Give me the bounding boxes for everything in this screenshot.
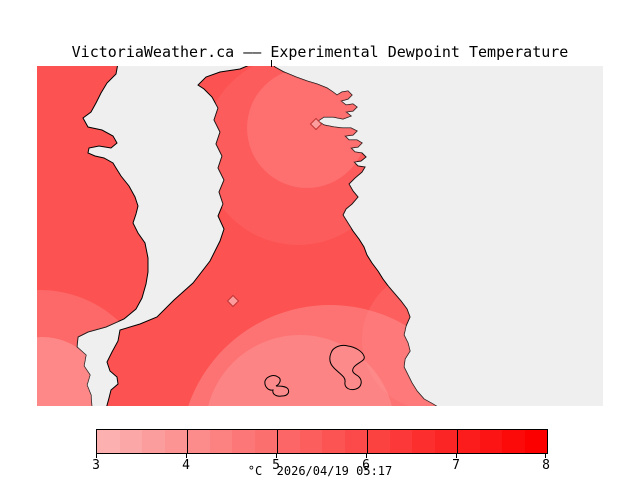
- colorbar-tick-line: [367, 430, 368, 453]
- coastline-edge-tick: [271, 60, 272, 67]
- colorbar-segment: [299, 430, 322, 453]
- colorbar-segment: [164, 430, 187, 453]
- lake-elk-beaver: [329, 344, 365, 391]
- station-marker-north: [309, 117, 323, 131]
- colorbar-segment: [187, 430, 210, 453]
- colorbar-segment: [254, 430, 277, 453]
- colorbar-tick-stub: [276, 454, 277, 458]
- colorbar-segment: [209, 430, 232, 453]
- colorbar-segment: [367, 430, 390, 453]
- colorbar-segment: [434, 430, 457, 453]
- colorbar-segment: [142, 430, 165, 453]
- dewpoint-shading-peninsula: [180, 66, 441, 406]
- colorbar-gradient: [96, 429, 548, 454]
- colorbar-tick-stub: [186, 454, 187, 458]
- colorbar-tick-label: 6: [362, 458, 370, 473]
- colorbar-tick-stub: [545, 454, 546, 458]
- colorbar-tick-label: 5: [272, 458, 280, 473]
- colorbar-tick-labels: 3 4 5 6 7 8: [92, 458, 550, 473]
- colorbar-tick-label: 7: [452, 458, 460, 473]
- colorbar-segment: [502, 430, 525, 453]
- colorbar-tick-stub: [96, 454, 97, 458]
- colorbar-tick-label: 4: [182, 458, 190, 473]
- colorbar: 3 4 5 6 7 8: [92, 429, 550, 473]
- colorbar-segment: [389, 430, 412, 453]
- colorbar-segment: [119, 430, 142, 453]
- colorbar-caption: °C 2026/04/19 05:17: [247, 464, 393, 478]
- colorbar-segment: [479, 430, 502, 453]
- colorbar-segment: [232, 430, 255, 453]
- colorbar-tick-label: 3: [92, 458, 100, 473]
- colorbar-tick-stub: [456, 454, 457, 458]
- colorbar-segment: [277, 430, 300, 453]
- lake-prospect: [264, 375, 290, 397]
- colorbar-segment: [322, 430, 345, 453]
- page-title: VictoriaWeather.ca —— Experimental Dewpo…: [71, 43, 569, 61]
- colorbar-tick-line: [277, 430, 278, 453]
- station-marker-south: [226, 294, 240, 308]
- colorbar-segment: [412, 430, 435, 453]
- colorbar-tick-line: [457, 430, 458, 453]
- colorbar-tick-stub: [366, 454, 367, 458]
- dewpoint-map: [37, 66, 603, 406]
- colorbar-tick-line: [187, 430, 188, 453]
- colorbar-tick-label: 8: [542, 458, 550, 473]
- colorbar-segment: [524, 430, 547, 453]
- colorbar-segment: [344, 430, 367, 453]
- colorbar-segment: [97, 430, 120, 453]
- colorbar-segment: [457, 430, 480, 453]
